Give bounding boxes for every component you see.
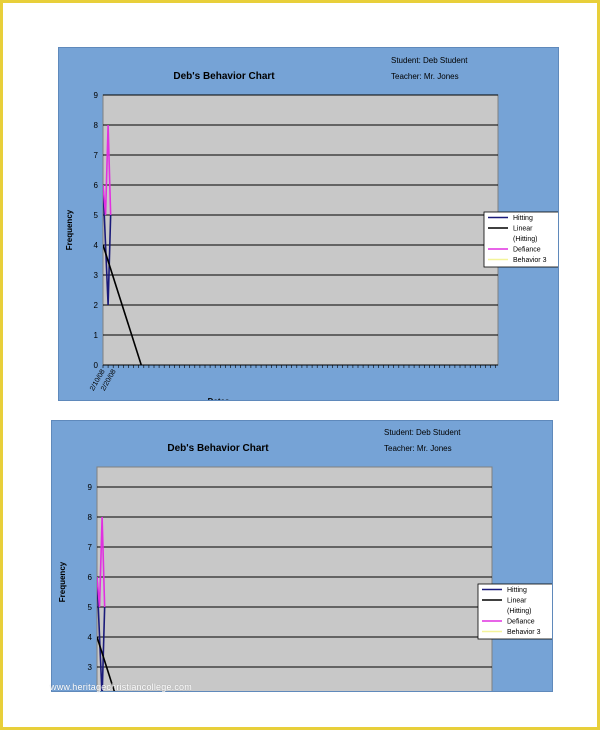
legend-label: Behavior 3 [513, 257, 547, 264]
chart-info-line: Student: Deb Student [384, 428, 461, 437]
legend-label: Hitting [513, 215, 533, 222]
behavior-chart-1: Deb's Behavior Chart Student: Deb Student… [65, 56, 558, 401]
watermark-text: www.heritagechristiancollege.com [50, 682, 192, 692]
legend-label: (Hitting) [513, 236, 538, 243]
legend-label: Linear [513, 226, 533, 233]
legend-box [477, 583, 552, 640]
y-tick-label: 0 [94, 361, 99, 370]
y-tick-label: 5 [88, 603, 93, 612]
series-line [103, 244, 143, 365]
legend-label: Defiance [513, 247, 541, 254]
y-tick-label: 3 [88, 663, 93, 672]
chart-panel-1: Deb's Behavior Chart Student: Deb Student… [58, 47, 559, 401]
y-tick-label: 9 [94, 91, 99, 100]
chart-title: Deb's Behavior Chart [167, 443, 269, 454]
legend-label: Defiance [507, 619, 535, 626]
y-tick-label: 7 [88, 543, 93, 552]
y-axis-label: Frequency [58, 561, 67, 602]
y-tick-label: 4 [88, 633, 93, 642]
y-tick-label: 3 [94, 271, 99, 280]
y-tick-label: 1 [94, 331, 99, 340]
chart-info-line: Student: Deb Student [391, 56, 468, 65]
y-tick-label: 5 [94, 211, 99, 220]
y-tick-label: 8 [94, 121, 99, 130]
chart-info-line: Teacher: Mr. Jones [391, 72, 459, 81]
chart-info-line: Teacher: Mr. Jones [384, 444, 452, 453]
y-tick-label: 4 [94, 241, 99, 250]
series-line [103, 184, 112, 306]
legend-label: Behavior 3 [507, 629, 541, 636]
series-line [103, 124, 112, 216]
series-line [97, 636, 116, 691]
x-axis-label: Dates [208, 397, 230, 401]
y-tick-label: 2 [94, 301, 99, 310]
y-tick-label: 6 [88, 573, 93, 582]
y-tick-label: 7 [94, 151, 99, 160]
legend-label: Linear [507, 598, 527, 605]
legend-label: (Hitting) [507, 608, 532, 615]
chart-panel-2: Deb's Behavior Chart Student: Deb Student… [51, 420, 553, 692]
series-line [97, 576, 106, 691]
y-axis-label: Frequency [65, 209, 74, 250]
legend-label: Hitting [507, 587, 527, 594]
y-tick-label: 9 [88, 483, 93, 492]
series-line [97, 516, 106, 608]
plot-area [96, 466, 493, 691]
behavior-chart-2: Deb's Behavior Chart Student: Deb Student… [58, 428, 552, 691]
chart-title: Deb's Behavior Chart [173, 71, 275, 82]
y-tick-label: 6 [94, 181, 99, 190]
plot-area [102, 94, 499, 366]
y-tick-label: 8 [88, 513, 93, 522]
legend-box [483, 211, 558, 268]
